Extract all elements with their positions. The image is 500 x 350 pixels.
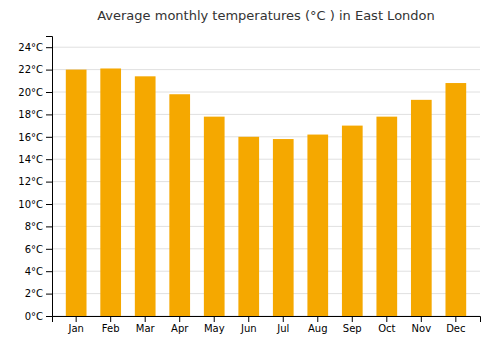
y-tick-mark bbox=[46, 204, 52, 205]
y-tick-mark bbox=[46, 316, 52, 317]
y-tick-mark bbox=[46, 70, 52, 71]
x-tick: Dec bbox=[446, 316, 465, 334]
x-tick: Sep bbox=[343, 316, 362, 334]
y-axis-line bbox=[46, 37, 53, 317]
grid bbox=[52, 47, 480, 316]
x-tick: Oct bbox=[378, 316, 395, 334]
title: Average monthly temperatures (°C ) in Ea… bbox=[97, 8, 435, 23]
x-tick-mark bbox=[214, 316, 215, 322]
y-tick: 0°C bbox=[25, 311, 52, 322]
x-tick-mark bbox=[386, 316, 387, 322]
y-tick-mark bbox=[46, 249, 52, 250]
x-tick-label: Dec bbox=[446, 323, 465, 334]
bar bbox=[238, 137, 259, 316]
x-tick: Feb bbox=[102, 316, 120, 334]
bar bbox=[411, 100, 432, 316]
y-tick-label: 6°C bbox=[25, 244, 43, 255]
x-tick-label: Feb bbox=[102, 323, 120, 334]
y-tick: 6°C bbox=[25, 244, 52, 255]
x-tick-mark bbox=[352, 316, 353, 322]
y-tick: 16°C bbox=[18, 132, 52, 143]
x-tick-label: Nov bbox=[412, 323, 432, 334]
x-tick-label: Apr bbox=[171, 323, 189, 334]
y-tick-mark bbox=[46, 114, 52, 115]
y-tick-label: 8°C bbox=[25, 221, 43, 232]
y-tick-label: 10°C bbox=[18, 199, 43, 210]
y-tick: 2°C bbox=[25, 288, 52, 299]
x-axis: Jan Feb Mar Apr May Jun Jul Aug Sep Oct Nov Dec bbox=[53, 316, 481, 334]
x-tick-mark bbox=[145, 316, 146, 322]
bar bbox=[169, 94, 190, 316]
bar bbox=[135, 76, 156, 316]
y-tick: 10°C bbox=[18, 199, 52, 210]
bar bbox=[204, 117, 225, 316]
y-tick: 18°C bbox=[18, 109, 52, 120]
y-tick: 12°C bbox=[18, 176, 52, 187]
y-tick: 24°C bbox=[18, 42, 52, 53]
y-tick-label: 12°C bbox=[18, 176, 43, 187]
y-tick: 8°C bbox=[25, 221, 52, 232]
y-tick: 20°C bbox=[18, 87, 52, 98]
x-tick-label: Jan bbox=[67, 323, 83, 334]
y-tick-mark bbox=[46, 47, 52, 48]
y-axis: 0°C 2°C 4°C 6°C 8°C 10°C 12°C 14°C 16°C 18°C 20°C 2… bbox=[18, 37, 52, 322]
x-tick-label: Aug bbox=[308, 323, 328, 334]
x-tick-label: Jul bbox=[276, 323, 289, 334]
x-tick-mark bbox=[179, 316, 180, 322]
y-tick-mark bbox=[46, 271, 52, 272]
bar bbox=[445, 83, 466, 316]
y-tick-mark bbox=[46, 294, 52, 295]
y-tick-mark bbox=[46, 226, 52, 227]
y-tick-mark bbox=[46, 137, 52, 138]
y-tick-mark bbox=[46, 159, 52, 160]
bar bbox=[100, 68, 121, 316]
bars bbox=[66, 68, 466, 316]
grid-line bbox=[52, 47, 480, 48]
chart: 0°C 2°C 4°C 6°C 8°C 10°C 12°C 14°C 16°C 18°C 20°C 2… bbox=[0, 0, 500, 350]
y-tick-mark bbox=[46, 182, 52, 183]
bar bbox=[307, 135, 328, 316]
y-tick-label: 2°C bbox=[25, 288, 43, 299]
x-tick: Jun bbox=[240, 316, 257, 334]
x-tick: Aug bbox=[308, 316, 328, 334]
y-tick: 22°C bbox=[18, 64, 52, 75]
x-tick: Mar bbox=[136, 316, 156, 334]
x-tick: May bbox=[204, 316, 225, 334]
y-tick-label: 24°C bbox=[18, 42, 43, 53]
x-tick-label: Mar bbox=[136, 323, 156, 334]
y-tick: 14°C bbox=[18, 154, 52, 165]
bar bbox=[66, 70, 87, 316]
y-tick: 4°C bbox=[25, 266, 52, 277]
x-tick-mark bbox=[248, 316, 249, 322]
plot: 0°C 2°C 4°C 6°C 8°C 10°C 12°C 14°C 16°C 18°C 20°C 2… bbox=[18, 37, 480, 335]
y-tick-label: 14°C bbox=[18, 154, 43, 165]
y-tick-label: 4°C bbox=[25, 266, 43, 277]
x-tick: Nov bbox=[412, 316, 432, 334]
y-tick-label: 22°C bbox=[18, 64, 43, 75]
y-tick-mark bbox=[46, 92, 52, 93]
x-tick-label: Oct bbox=[378, 323, 395, 334]
bar bbox=[273, 139, 294, 316]
x-tick: Jan bbox=[67, 316, 83, 334]
x-axis-line bbox=[53, 317, 481, 323]
x-tick-mark bbox=[455, 316, 456, 322]
x-tick-mark bbox=[421, 316, 422, 322]
x-tick-mark bbox=[317, 316, 318, 322]
x-tick: Jul bbox=[276, 316, 289, 334]
bar bbox=[342, 126, 363, 316]
y-tick-label: 16°C bbox=[18, 132, 43, 143]
bar bbox=[376, 117, 397, 316]
x-tick-mark bbox=[283, 316, 284, 322]
y-tick-label: 18°C bbox=[18, 109, 43, 120]
x-tick: Apr bbox=[171, 316, 189, 334]
x-tick-label: May bbox=[204, 323, 225, 334]
x-tick-label: Sep bbox=[343, 323, 362, 334]
x-tick-mark bbox=[110, 316, 111, 322]
x-tick-label: Jun bbox=[240, 323, 257, 334]
x-tick-mark bbox=[76, 316, 77, 322]
y-tick-label: 0°C bbox=[25, 311, 43, 322]
y-tick-label: 20°C bbox=[18, 87, 43, 98]
